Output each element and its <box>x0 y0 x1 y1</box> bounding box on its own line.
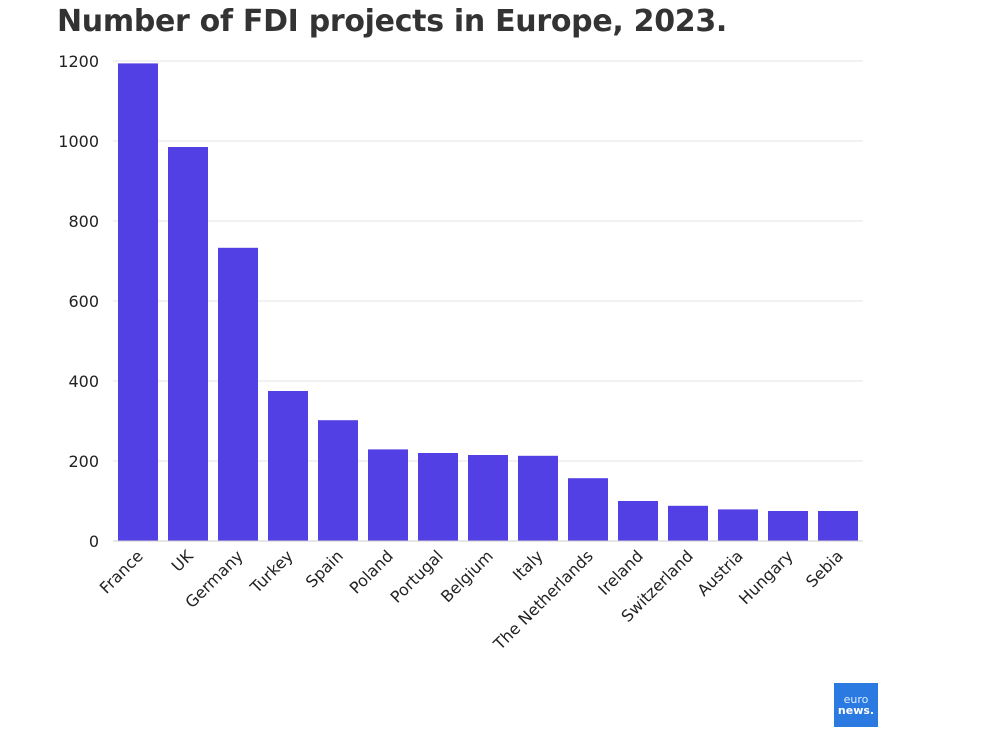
chart-title: Number of FDI projects in Europe, 2023. <box>57 4 728 39</box>
bar-spain[interactable] <box>318 420 358 541</box>
y-tick-label: 800 <box>68 212 99 231</box>
bar-uk[interactable] <box>168 147 208 541</box>
y-tick-label: 200 <box>68 452 99 471</box>
y-tick-label: 1000 <box>58 132 99 151</box>
bar-italy[interactable] <box>518 455 558 541</box>
bar-poland[interactable] <box>368 449 408 541</box>
euronews-logo: euro news. <box>834 683 878 727</box>
bar-the-netherlands[interactable] <box>568 478 608 541</box>
y-tick-label: 1200 <box>58 52 99 71</box>
bar-switzerland[interactable] <box>668 505 708 541</box>
y-axis-ticks: 0 200 400 600 800 1000 1200 <box>58 52 99 551</box>
x-tick-label: France <box>96 546 147 597</box>
bar-turkey[interactable] <box>268 391 308 541</box>
bar-ireland[interactable] <box>618 501 658 541</box>
x-tick-label: Sebia <box>802 546 847 591</box>
x-tick-label: UK <box>168 546 197 575</box>
bar-germany[interactable] <box>218 247 258 542</box>
bar-portugal[interactable] <box>418 453 458 541</box>
y-tick-label: 600 <box>68 292 99 311</box>
bar-hungary[interactable] <box>768 511 808 541</box>
x-tick-label: Portugal <box>387 546 447 606</box>
y-tick-label: 0 <box>89 532 99 551</box>
bar-sebia[interactable] <box>818 511 858 541</box>
bars <box>118 63 858 542</box>
x-tick-label: Belgium <box>437 546 497 606</box>
x-tick-label: Spain <box>302 546 347 591</box>
x-tick-label: Italy <box>509 546 547 584</box>
y-tick-label: 400 <box>68 372 99 391</box>
x-tick-label: Hungary <box>735 546 797 608</box>
x-tick-label: Turkey <box>246 546 297 597</box>
bar-austria[interactable] <box>718 509 758 541</box>
bar-france[interactable] <box>118 63 158 542</box>
bar-belgium[interactable] <box>468 455 508 541</box>
